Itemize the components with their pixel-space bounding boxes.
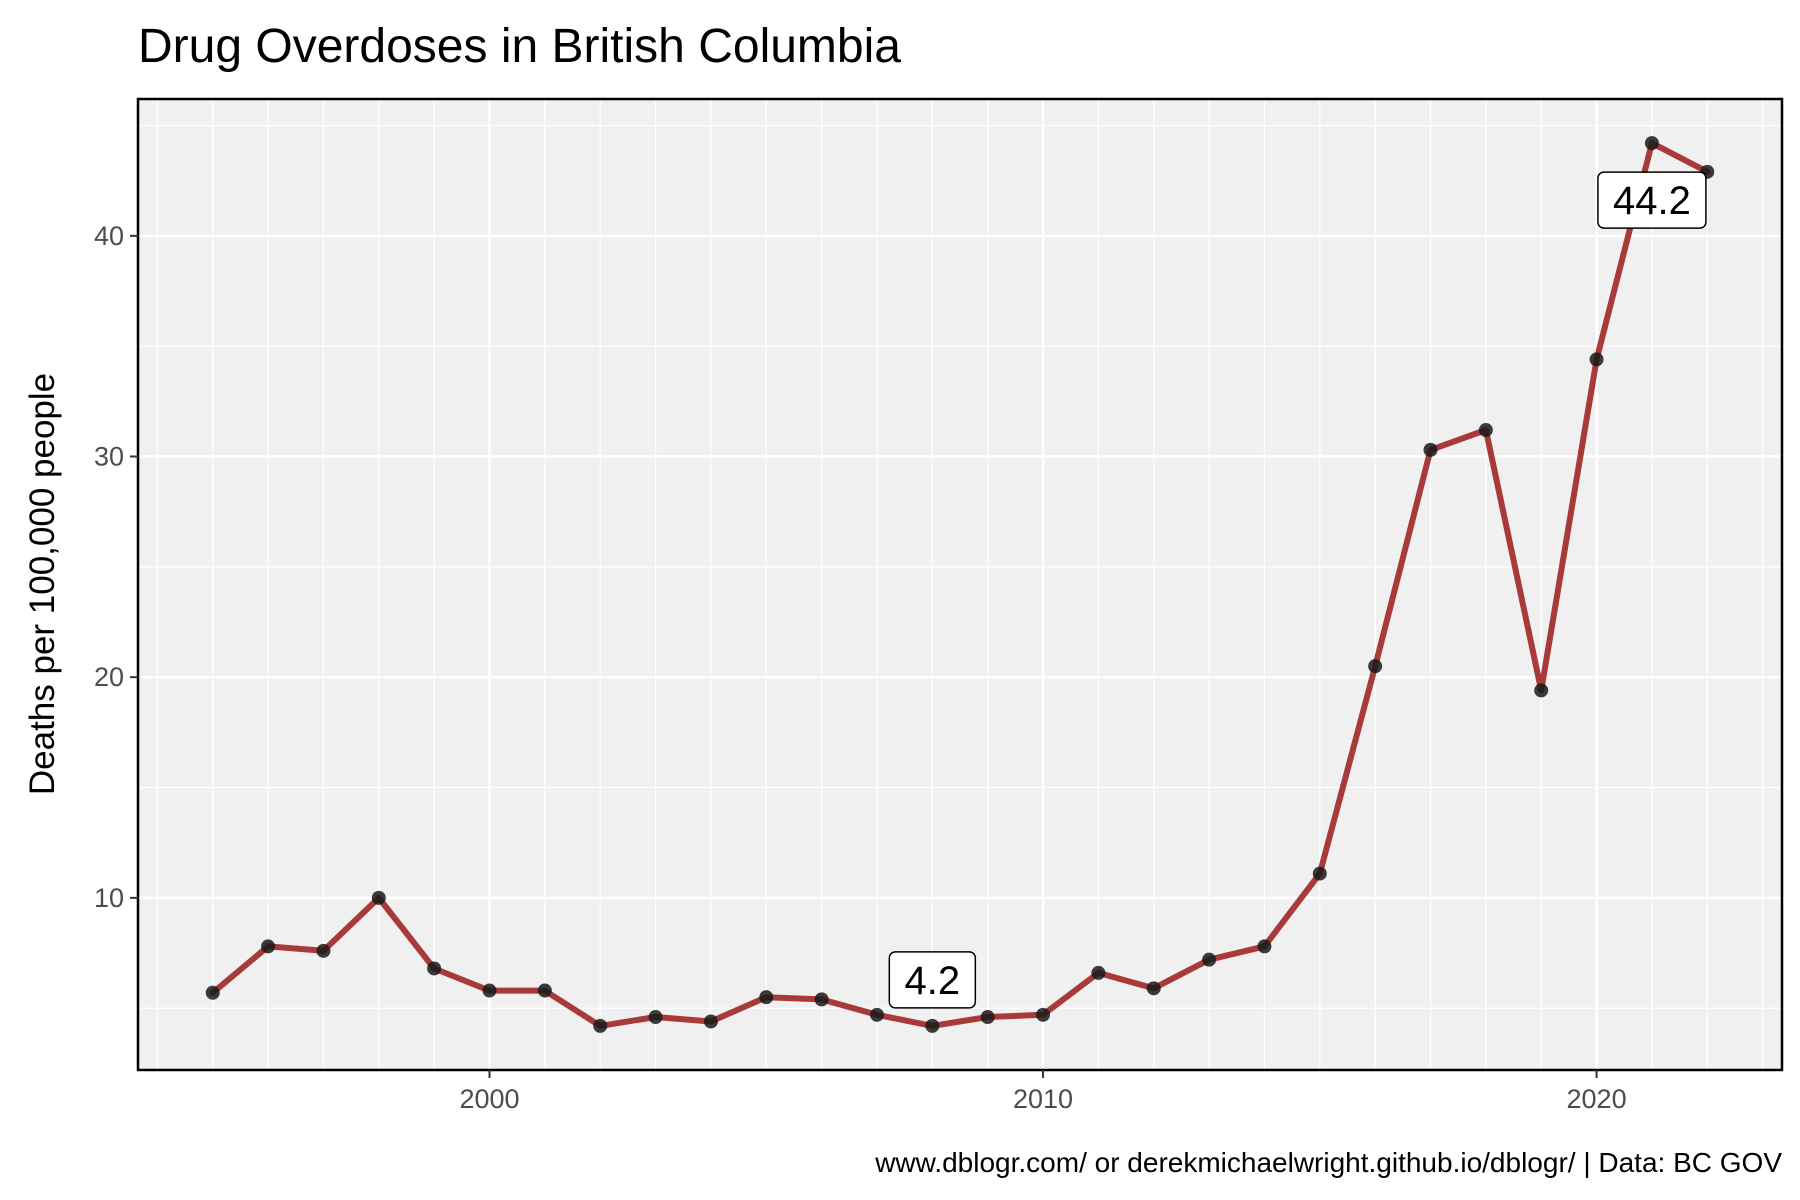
data-point: [1036, 1007, 1051, 1022]
data-point: [482, 983, 497, 998]
chart-title: Drug Overdoses in British Columbia: [138, 20, 901, 73]
data-point: [1202, 952, 1217, 967]
data-point: [1644, 136, 1659, 151]
x-tick-label: 2000: [459, 1084, 519, 1114]
y-tick-label: 20: [94, 662, 124, 692]
data-point: [1478, 423, 1493, 438]
data-point: [261, 939, 276, 954]
y-axis: 10 20 30 40: [94, 221, 138, 913]
annotation-layer: 4.2 44.2: [888, 171, 1707, 1009]
data-point: [1257, 939, 1272, 954]
series-layer: [205, 136, 1715, 1033]
data-point: [1146, 981, 1161, 996]
annotation-box: [888, 951, 977, 1009]
data-point: [1589, 352, 1604, 367]
annotation-box: [1597, 171, 1707, 229]
data-point: [648, 1010, 663, 1025]
data-point: [759, 990, 774, 1005]
chart-caption: www.dblogr.com/ or derekmichaelwright.gi…: [874, 1147, 1782, 1178]
data-point: [869, 1007, 884, 1022]
data-point: [593, 1018, 608, 1033]
series-line: [209, 140, 1711, 1029]
data-point: [316, 943, 331, 958]
data-point: [925, 1018, 940, 1033]
data-point: [980, 1010, 995, 1025]
data-point: [703, 1014, 718, 1029]
data-point: [427, 961, 442, 976]
data-point: [1534, 683, 1549, 698]
data-point: [1423, 442, 1438, 457]
annotation-label: 4.2: [905, 959, 961, 1003]
grid-lines: [138, 99, 1782, 1070]
data-point: [371, 890, 386, 905]
x-tick-label: 2010: [1013, 1084, 1073, 1114]
y-tick-label: 40: [94, 221, 124, 251]
annotation-label: 44.2: [1613, 179, 1691, 223]
y-tick-label: 10: [94, 883, 124, 913]
plot-border: [136, 97, 1784, 1072]
y-axis-label: Deaths per 100,000 people: [23, 373, 62, 795]
data-point: [205, 985, 220, 1000]
data-point: [814, 992, 829, 1007]
x-axis: 2000 2010 2020: [459, 1070, 1627, 1114]
data-point: [537, 983, 552, 998]
data-point: [1368, 659, 1383, 674]
data-point: [1312, 866, 1327, 881]
data-point: [1091, 965, 1106, 980]
x-tick-label: 2020: [1567, 1084, 1627, 1114]
y-tick-label: 30: [94, 442, 124, 472]
plot-panel: [138, 99, 1782, 1070]
